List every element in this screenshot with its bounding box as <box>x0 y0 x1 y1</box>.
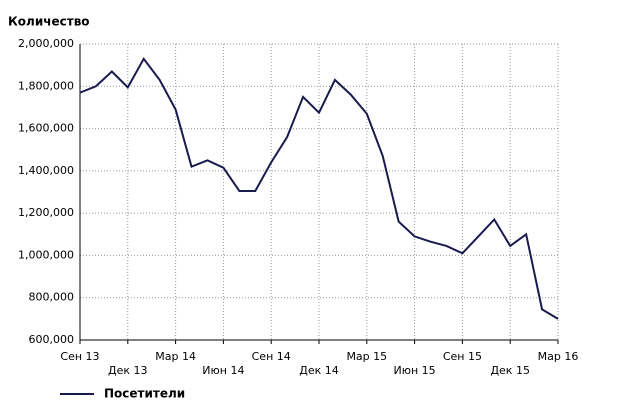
y-tick-label: 2,000,000 <box>18 37 74 50</box>
x-tick-label: Июн 14 <box>202 364 244 377</box>
x-tick-label: Дек 15 <box>490 364 530 377</box>
y-tick-label: 1,000,000 <box>18 248 74 261</box>
chart-title: Количество <box>8 15 90 29</box>
legend-label: Посетители <box>104 387 185 401</box>
x-tick-label: Мар 15 <box>346 350 387 363</box>
data-line <box>79 56 559 320</box>
x-tick-label: Июн 15 <box>394 364 436 377</box>
y-tick-label: 600,000 <box>29 333 75 346</box>
x-tick-label: Дек 14 <box>299 364 339 377</box>
y-tick-label: 1,200,000 <box>18 206 74 219</box>
x-tick-label: Сен 14 <box>252 350 291 363</box>
x-tick-label: Мар 16 <box>538 350 579 363</box>
x-tick-label: Сен 13 <box>60 350 99 363</box>
x-tick-label: Мар 14 <box>155 350 196 363</box>
y-tick-label: 1,400,000 <box>18 164 74 177</box>
x-tick-label: Сен 15 <box>443 350 482 363</box>
y-tick-label: 1,600,000 <box>18 122 74 135</box>
y-tick-label: 800,000 <box>29 291 75 304</box>
x-tick-label: Дек 13 <box>108 364 148 377</box>
y-tick-label: 1,800,000 <box>18 79 74 92</box>
